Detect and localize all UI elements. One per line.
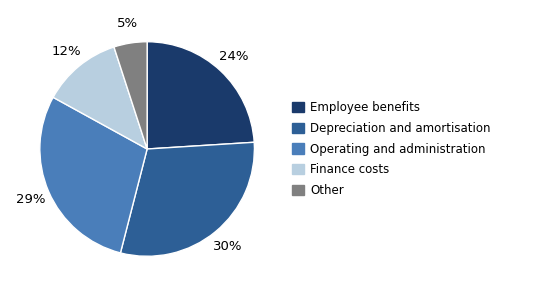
Text: 5%: 5% <box>117 18 138 30</box>
Text: 29%: 29% <box>16 193 45 206</box>
Text: 30%: 30% <box>213 240 242 253</box>
Wedge shape <box>40 97 147 253</box>
Text: 24%: 24% <box>219 50 249 63</box>
Text: 12%: 12% <box>51 45 81 58</box>
Legend: Employee benefits, Depreciation and amortisation, Operating and administration, : Employee benefits, Depreciation and amor… <box>293 101 491 197</box>
Wedge shape <box>147 42 254 149</box>
Wedge shape <box>114 42 147 149</box>
Wedge shape <box>53 47 147 149</box>
Wedge shape <box>120 142 255 256</box>
